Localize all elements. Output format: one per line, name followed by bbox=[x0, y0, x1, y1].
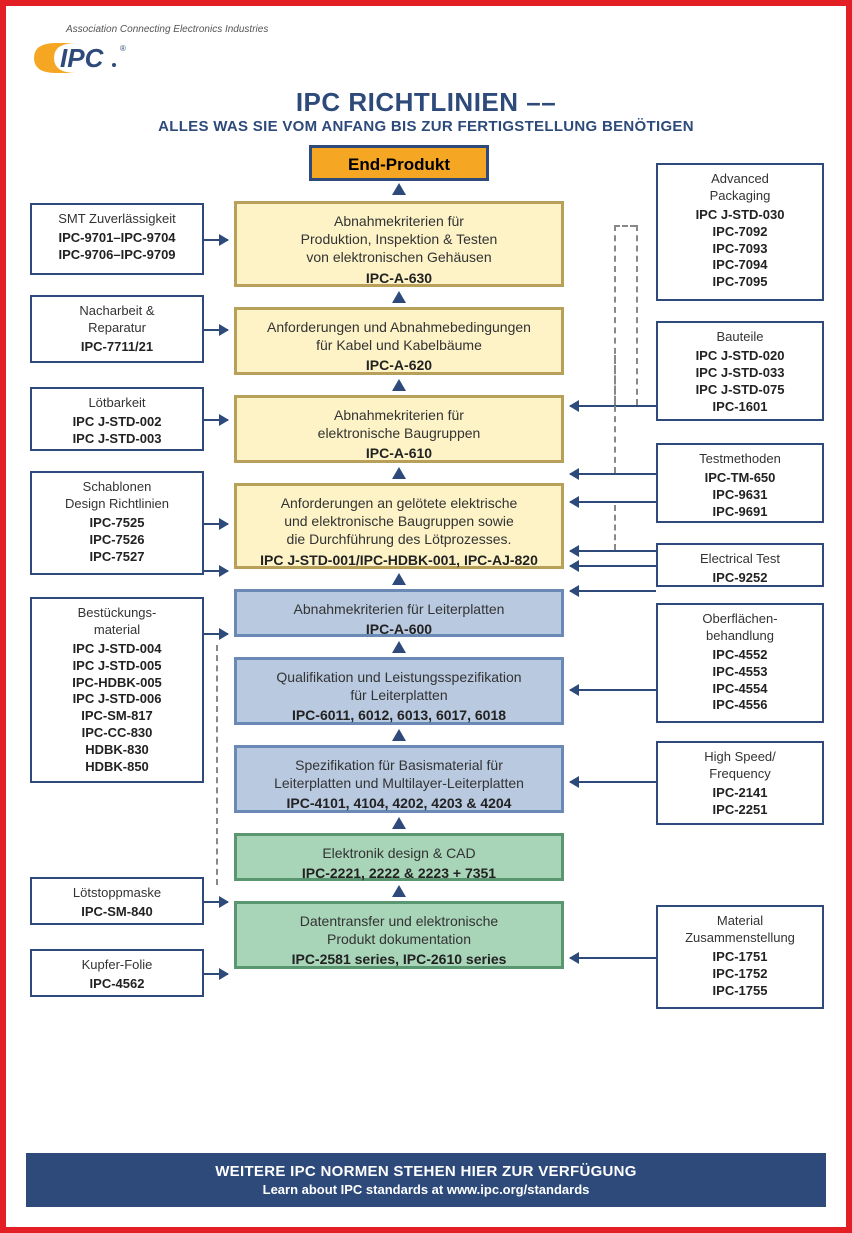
ipc-logo: IPC ® bbox=[26, 37, 826, 79]
center-box-3-standard: IPC J-STD-001/IPC-HDBK-001, IPC-AJ-820 bbox=[249, 551, 549, 569]
right-box-2-standards: IPC-TM-650IPC-9631IPC-9691 bbox=[666, 470, 814, 521]
center-box-8-text: Datentransfer und elektronischeProdukt d… bbox=[249, 912, 549, 948]
center-box-5-standard: IPC-6011, 6012, 6013, 6017, 6018 bbox=[249, 706, 549, 724]
right-box-6-title: MaterialZusammenstellung bbox=[666, 913, 814, 947]
center-box-7-text: Elektronik design & CAD bbox=[249, 844, 549, 862]
center-box-1-text: Anforderungen und Abnahmebedingungenfür … bbox=[249, 318, 549, 354]
footer-line2: Learn about IPC standards at www.ipc.org… bbox=[36, 1182, 816, 1197]
footer-line1: WEITERE IPC NORMEN STEHEN HIER ZUR VERFÜ… bbox=[36, 1163, 816, 1180]
right-box-4-title: Oberflächen-behandlung bbox=[666, 611, 814, 645]
left-box-6-title: Kupfer-Folie bbox=[40, 957, 194, 974]
left-box-5-title: Lötstoppmaske bbox=[40, 885, 194, 902]
center-box-0-text: Abnahmekriterien fürProduktion, Inspekti… bbox=[249, 212, 549, 267]
svg-text:IPC: IPC bbox=[60, 43, 105, 73]
left-box-2-title: Lötbarkeit bbox=[40, 395, 194, 412]
tagline: Association Connecting Electronics Indus… bbox=[66, 24, 826, 35]
right-box-2-title: Testmethoden bbox=[666, 451, 814, 468]
right-box-3-standards: IPC-9252 bbox=[666, 570, 814, 587]
right-box-5-standards: IPC-2141IPC-2251 bbox=[666, 785, 814, 819]
left-box-6-standards: IPC-4562 bbox=[40, 976, 194, 993]
header: IPC RICHTLINIEN –– ALLES WAS SIE VOM ANF… bbox=[26, 87, 826, 135]
right-box-6-standards: IPC-1751IPC-1752IPC-1755 bbox=[666, 949, 814, 1000]
right-box-1-standards: IPC J-STD-020IPC J-STD-033IPC J-STD-075I… bbox=[666, 348, 814, 416]
center-box-0-standard: IPC-A-630 bbox=[249, 269, 549, 287]
right-box-0-standards: IPC J-STD-030IPC-7092IPC-7093IPC-7094IPC… bbox=[666, 207, 814, 291]
center-box-7-standard: IPC-2221, 2222 & 2223 + 7351 bbox=[249, 864, 549, 882]
left-box-0-standards: IPC-9701–IPC-9704IPC-9706–IPC-9709 bbox=[40, 230, 194, 264]
right-box-4-standards: IPC-4552IPC-4553IPC-4554IPC-4556 bbox=[666, 647, 814, 715]
right-box-5-title: High Speed/Frequency bbox=[666, 749, 814, 783]
center-box-6-text: Spezifikation für Basismaterial fürLeite… bbox=[249, 756, 549, 792]
left-box-0-title: SMT Zuverlässigkeit bbox=[40, 211, 194, 228]
page-container: Association Connecting Electronics Indus… bbox=[0, 0, 852, 1233]
center-box-6-standard: IPC-4101, 4104, 4202, 4203 & 4204 bbox=[249, 794, 549, 812]
left-box-1-title: Nacharbeit &Reparatur bbox=[40, 303, 194, 337]
center-box-4-standard: IPC-A-600 bbox=[249, 620, 549, 638]
right-box-3-title: Electrical Test bbox=[666, 551, 814, 568]
flowchart-diagram: End-Produkt Abnahmekriterien fürProduktio… bbox=[26, 145, 826, 1145]
left-box-2-standards: IPC J-STD-002IPC J-STD-003 bbox=[40, 414, 194, 448]
left-box-3-standards: IPC-7525IPC-7526IPC-7527 bbox=[40, 515, 194, 566]
center-box-2-standard: IPC-A-610 bbox=[249, 444, 549, 462]
left-box-4-standards: IPC J-STD-004IPC J-STD-005IPC-HDBK-005IP… bbox=[40, 641, 194, 776]
page-title: IPC RICHTLINIEN –– bbox=[26, 87, 826, 118]
end-product-box: End-Produkt bbox=[348, 155, 450, 174]
center-box-3-text: Anforderungen an gelötete elektrischeund… bbox=[249, 494, 549, 549]
svg-text:®: ® bbox=[120, 44, 126, 53]
center-box-1-standard: IPC-A-620 bbox=[249, 356, 549, 374]
right-box-0-title: AdvancedPackaging bbox=[666, 171, 814, 205]
center-box-2-text: Abnahmekriterien fürelektronische Baugru… bbox=[249, 406, 549, 442]
right-box-1-title: Bauteile bbox=[666, 329, 814, 346]
left-box-3-title: SchablonenDesign Richtlinien bbox=[40, 479, 194, 513]
left-box-1-standards: IPC-7711/21 bbox=[40, 339, 194, 356]
left-box-5-standards: IPC-SM-840 bbox=[40, 904, 194, 921]
left-box-4-title: Bestückungs-material bbox=[40, 605, 194, 639]
footer-banner: WEITERE IPC NORMEN STEHEN HIER ZUR VERFÜ… bbox=[26, 1153, 826, 1207]
center-box-5-text: Qualifikation und Leistungsspezifikation… bbox=[249, 668, 549, 704]
center-box-8-standard: IPC-2581 series, IPC-2610 series bbox=[249, 950, 549, 968]
center-box-4-text: Abnahmekriterien für Leiterplatten bbox=[249, 600, 549, 618]
page-subtitle: ALLES WAS SIE VOM ANFANG BIS ZUR FERTIGS… bbox=[26, 118, 826, 135]
